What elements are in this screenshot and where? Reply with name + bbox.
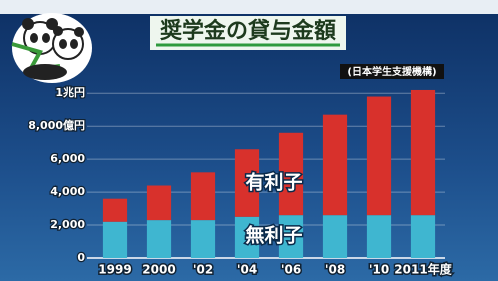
bar-segment bbox=[147, 220, 171, 258]
bar-segment bbox=[191, 220, 215, 258]
bar-segment bbox=[147, 186, 171, 221]
bar-segment bbox=[103, 222, 127, 258]
chart-title: 奨学金の貸与金額 bbox=[160, 18, 336, 44]
x-tick-label: 2011年度 bbox=[394, 262, 452, 277]
chart: 奨学金の貸与金額 (日本学生支援機構) 0 2,000 4,000 6,000 8,00… bbox=[0, 0, 498, 281]
bar-segment bbox=[323, 115, 347, 216]
x-tick-label: '04 bbox=[237, 263, 257, 277]
top-strip bbox=[0, 0, 498, 14]
bar-segment bbox=[103, 199, 127, 222]
panda-icon bbox=[12, 13, 92, 83]
y-tick-label: 1兆円 bbox=[55, 85, 85, 99]
y-tick-label: 2,000 bbox=[50, 218, 85, 231]
bar-segment bbox=[411, 215, 435, 258]
bar-segment bbox=[191, 172, 215, 220]
x-tick-label: 1999 bbox=[98, 263, 131, 277]
y-tick-label: 6,000 bbox=[50, 152, 85, 165]
x-tick-label: '02 bbox=[193, 263, 213, 277]
x-tick-label: '06 bbox=[281, 263, 301, 277]
series-label: 無利子 bbox=[245, 224, 302, 247]
y-tick-label: 4,000 bbox=[50, 185, 85, 198]
bar-segment bbox=[323, 215, 347, 258]
x-tick-label: '10 bbox=[369, 263, 389, 277]
bar-segment bbox=[367, 215, 391, 258]
series-label: 有利子 bbox=[245, 171, 302, 194]
x-tick-label: '08 bbox=[325, 263, 345, 277]
chart-subtitle: (日本学生支援機構) bbox=[347, 65, 436, 78]
x-tick-label: 2000 bbox=[142, 263, 175, 277]
y-tick-label: 0 bbox=[77, 251, 85, 264]
y-tick-label: 8,000億円 bbox=[28, 118, 85, 132]
bar-segment bbox=[411, 90, 435, 215]
bar-segment bbox=[367, 97, 391, 216]
